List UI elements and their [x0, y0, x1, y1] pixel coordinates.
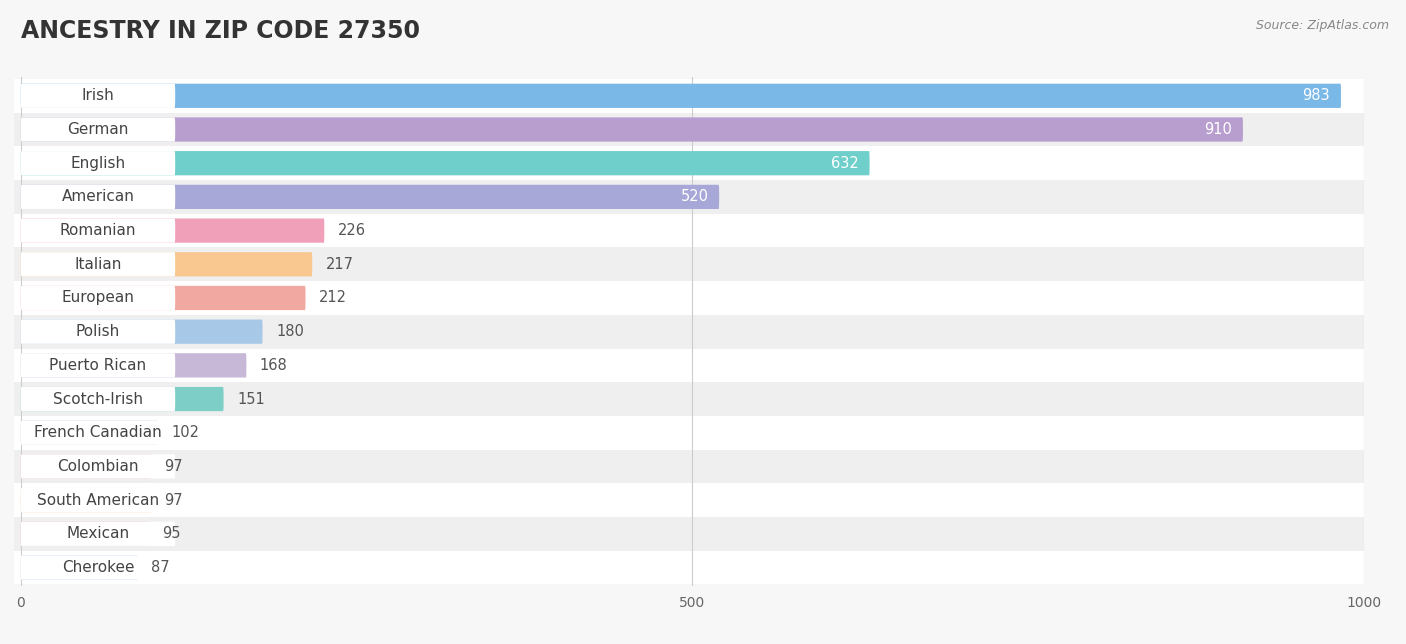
FancyBboxPatch shape [21, 252, 312, 276]
Bar [0, 281, 1406, 315]
Text: ANCESTRY IN ZIP CODE 27350: ANCESTRY IN ZIP CODE 27350 [21, 19, 420, 43]
FancyBboxPatch shape [21, 353, 176, 377]
Bar [0, 348, 1406, 382]
Text: German: German [67, 122, 129, 137]
Text: 520: 520 [681, 189, 709, 204]
Bar [0, 382, 1406, 416]
FancyBboxPatch shape [21, 555, 138, 580]
Bar [0, 517, 1406, 551]
FancyBboxPatch shape [21, 218, 176, 243]
Bar [0, 180, 1406, 214]
Text: Polish: Polish [76, 324, 120, 339]
FancyBboxPatch shape [21, 151, 869, 175]
FancyBboxPatch shape [21, 218, 325, 243]
FancyBboxPatch shape [21, 555, 176, 580]
FancyBboxPatch shape [21, 117, 1243, 142]
FancyBboxPatch shape [21, 319, 176, 344]
FancyBboxPatch shape [21, 522, 149, 546]
FancyBboxPatch shape [21, 421, 176, 445]
Text: 95: 95 [162, 526, 180, 542]
Text: Irish: Irish [82, 88, 114, 103]
Bar [0, 416, 1406, 450]
Bar [0, 483, 1406, 517]
Text: Italian: Italian [75, 257, 122, 272]
Text: 168: 168 [260, 358, 288, 373]
Text: 87: 87 [150, 560, 170, 575]
FancyBboxPatch shape [21, 421, 157, 445]
FancyBboxPatch shape [21, 387, 176, 411]
Text: 226: 226 [337, 223, 366, 238]
Bar [0, 146, 1406, 180]
FancyBboxPatch shape [21, 286, 305, 310]
Text: European: European [62, 290, 135, 305]
Text: Romanian: Romanian [59, 223, 136, 238]
FancyBboxPatch shape [21, 353, 246, 377]
Bar [0, 79, 1406, 113]
Text: 151: 151 [238, 392, 264, 406]
Bar [0, 247, 1406, 281]
Bar [0, 551, 1406, 584]
Bar [0, 450, 1406, 483]
Text: French Canadian: French Canadian [34, 425, 162, 440]
FancyBboxPatch shape [21, 522, 176, 546]
FancyBboxPatch shape [21, 319, 263, 344]
FancyBboxPatch shape [21, 488, 176, 512]
Bar [0, 315, 1406, 348]
Text: 102: 102 [172, 425, 200, 440]
Text: 910: 910 [1205, 122, 1232, 137]
Text: 212: 212 [319, 290, 347, 305]
Text: American: American [62, 189, 135, 204]
FancyBboxPatch shape [21, 488, 150, 512]
FancyBboxPatch shape [21, 185, 176, 209]
Text: 983: 983 [1302, 88, 1330, 103]
FancyBboxPatch shape [21, 454, 150, 478]
FancyBboxPatch shape [21, 387, 224, 411]
Text: Scotch-Irish: Scotch-Irish [53, 392, 143, 406]
Text: English: English [70, 156, 125, 171]
Text: Source: ZipAtlas.com: Source: ZipAtlas.com [1256, 19, 1389, 32]
Text: 97: 97 [165, 459, 183, 474]
Text: 180: 180 [276, 324, 304, 339]
Text: South American: South American [37, 493, 159, 507]
Text: Mexican: Mexican [66, 526, 129, 542]
Text: Puerto Rican: Puerto Rican [49, 358, 146, 373]
Text: 632: 632 [831, 156, 859, 171]
FancyBboxPatch shape [21, 454, 176, 478]
Text: 217: 217 [326, 257, 354, 272]
Text: 97: 97 [165, 493, 183, 507]
FancyBboxPatch shape [21, 286, 176, 310]
FancyBboxPatch shape [21, 252, 176, 276]
Text: Cherokee: Cherokee [62, 560, 134, 575]
Text: Colombian: Colombian [58, 459, 139, 474]
FancyBboxPatch shape [21, 84, 1341, 108]
Bar [0, 214, 1406, 247]
Bar [0, 113, 1406, 146]
FancyBboxPatch shape [21, 84, 176, 108]
FancyBboxPatch shape [21, 185, 718, 209]
FancyBboxPatch shape [21, 151, 176, 175]
FancyBboxPatch shape [21, 117, 176, 142]
